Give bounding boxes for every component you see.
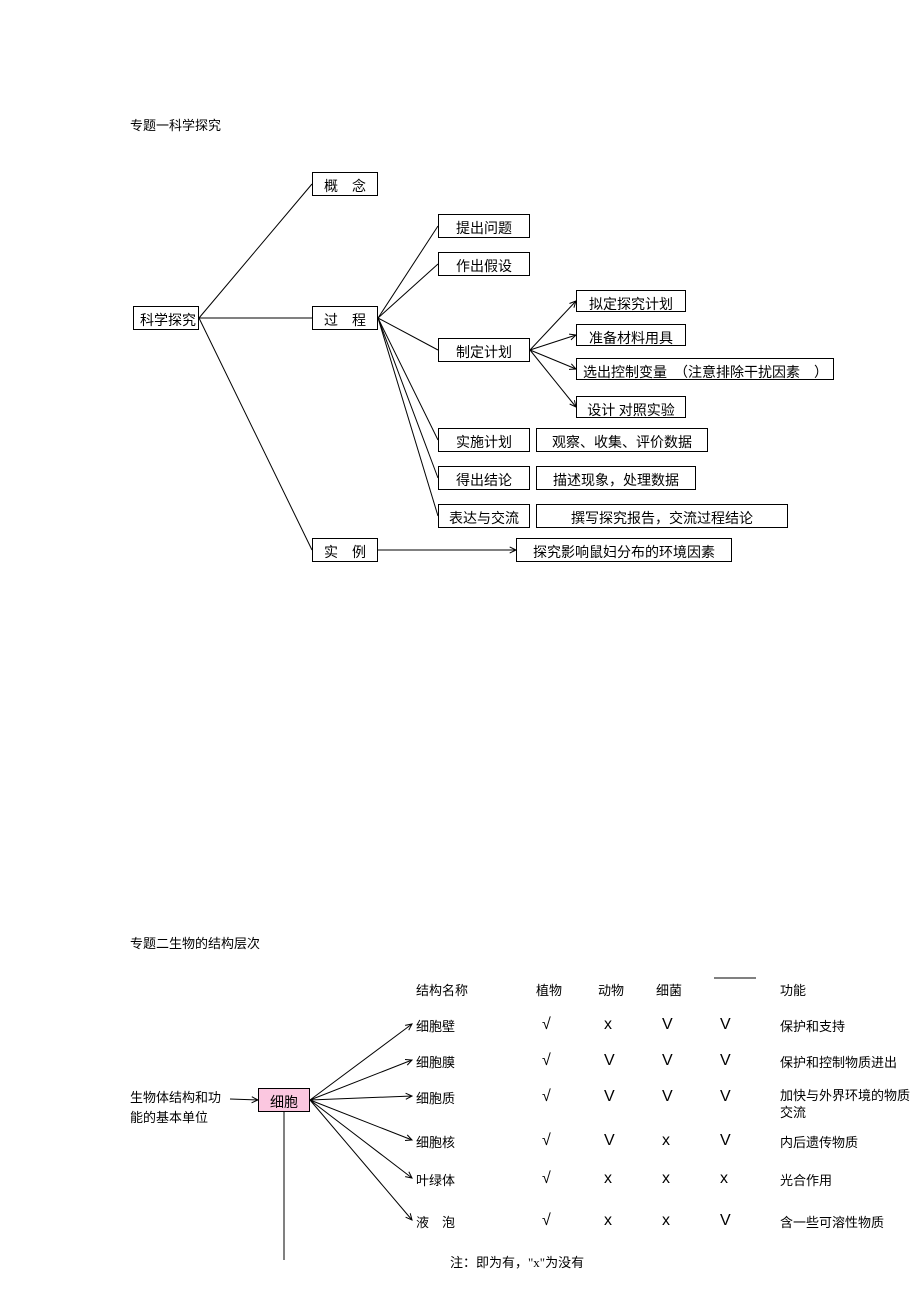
row-5-plant: √ (542, 1212, 551, 1230)
row-0-plant: √ (542, 1016, 551, 1034)
section1-title: 专题一科学探究 (130, 115, 221, 134)
step-s1: 提出问题 (438, 214, 530, 238)
row-3-animal: V (604, 1132, 615, 1150)
row-2-name: 细胞质 (416, 1088, 455, 1107)
note-text: 注：即为有，"x"为没有 (450, 1252, 584, 1271)
row-4-animal: x (604, 1170, 612, 1188)
example-box: 实 例 (312, 538, 378, 562)
row-4-name: 叶绿体 (416, 1170, 455, 1189)
plan-p4: 设计 对照实验 (576, 396, 686, 418)
row-0-bact: V (662, 1016, 673, 1034)
stepsub-s5_sub: 描述现象，处理数据 (536, 466, 696, 490)
stepsub-s6_sub: 撰写探究报告，交流过程结论 (536, 504, 788, 528)
row-3-func: 内后遗传物质 (780, 1132, 858, 1151)
row-5-bact: x (662, 1212, 670, 1230)
left-label-1: 生物体结构和功 (130, 1087, 221, 1106)
row-1-col5: V (720, 1052, 731, 1070)
hub-cell: 细胞 (258, 1088, 310, 1112)
col-header-plant: 植物 (536, 980, 562, 999)
concept-box: 概 念 (312, 172, 378, 196)
row-3-name: 细胞核 (416, 1132, 455, 1151)
row-1-animal: V (604, 1052, 615, 1070)
col-header-name: 结构名称 (416, 980, 468, 999)
row-0-col5: V (720, 1016, 731, 1034)
row-1-bact: V (662, 1052, 673, 1070)
row-1-name: 细胞膜 (416, 1052, 455, 1071)
step-s2: 作出假设 (438, 252, 530, 276)
plan-p2: 准备材料用具 (576, 324, 686, 346)
row-1-plant: √ (542, 1052, 551, 1070)
plan-p3: 选出控制变量 （注意排除干扰因素 ） (576, 358, 834, 380)
row-0-animal: x (604, 1016, 612, 1034)
row-3-col5: V (720, 1132, 731, 1150)
row-0-name: 细胞壁 (416, 1016, 455, 1035)
row-5-col5: V (720, 1212, 731, 1230)
row-2-col5: V (720, 1088, 731, 1106)
example-sub: 探究影响鼠妇分布的环境因素 (516, 538, 732, 562)
col-header-animal: 动物 (598, 980, 624, 999)
step-s4: 实施计划 (438, 428, 530, 452)
col-header-func: 功能 (780, 980, 806, 999)
row-5-func: 含一些可溶性物质 (780, 1212, 884, 1231)
col-header-bact: 细菌 (656, 980, 682, 999)
left-label-2: 能的基本单位 (130, 1107, 208, 1126)
row-1-func: 保护和控制物质进出 (780, 1052, 897, 1071)
process-box: 过 程 (312, 306, 378, 330)
row-5-animal: x (604, 1212, 612, 1230)
row-3-bact: x (662, 1132, 670, 1150)
section2-title: 专题二生物的结构层次 (130, 933, 260, 952)
row-4-func: 光合作用 (780, 1170, 832, 1189)
step-s5: 得出结论 (438, 466, 530, 490)
plan-p1: 拟定探究计划 (576, 290, 686, 312)
row-2-func: 加快与外界环境的物质交流 (780, 1088, 915, 1122)
row-5-name: 液 泡 (416, 1212, 455, 1231)
root-box: 科学探究 (133, 306, 199, 330)
row-4-bact: x (662, 1170, 670, 1188)
row-2-bact: V (662, 1088, 673, 1106)
row-4-col5: x (720, 1170, 728, 1188)
row-2-animal: V (604, 1088, 615, 1106)
row-2-plant: √ (542, 1088, 551, 1106)
row-3-plant: √ (542, 1132, 551, 1150)
stepsub-s4_sub: 观察、收集、评价数据 (536, 428, 708, 452)
row-0-func: 保护和支持 (780, 1016, 845, 1035)
step-s3: 制定计划 (438, 338, 530, 362)
row-4-plant: √ (542, 1170, 551, 1188)
step-s6: 表达与交流 (438, 504, 530, 528)
